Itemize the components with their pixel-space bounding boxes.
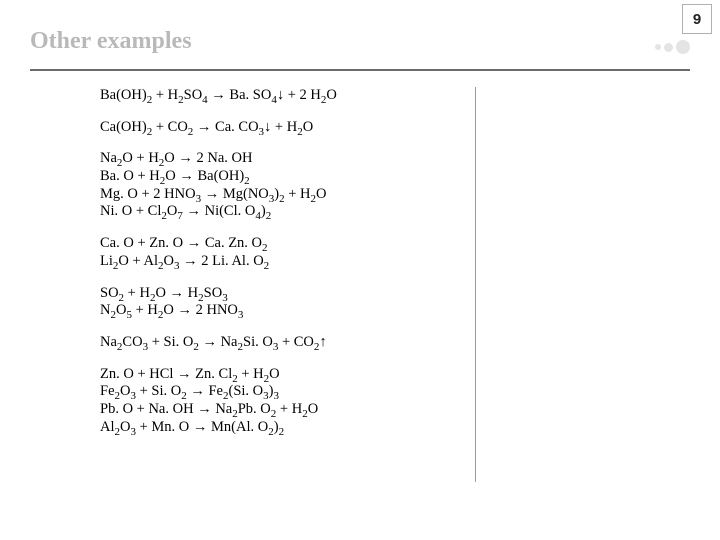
equations-column: Ba(OH)2 + H2SO4 → Ba. SO4↓ + 2 H2O Ca(OH… <box>100 87 470 436</box>
equation-line: N2O5 + H2O → 2 HNO3 <box>100 302 470 320</box>
page-number: 9 <box>693 11 701 28</box>
equation-line: Ca(OH)2 + CO2 → Ca. CO3↓ + H2O <box>100 119 470 137</box>
equation-line: Ba(OH)2 + H2SO4 → Ba. SO4↓ + 2 H2O <box>100 87 470 105</box>
equation-group: Ba(OH)2 + H2SO4 → Ba. SO4↓ + 2 H2O <box>100 87 470 105</box>
equation-line: Ca. O + Zn. O → Ca. Zn. O2 <box>100 235 470 253</box>
equation-line: SO2 + H2O → H2SO3 <box>100 285 470 303</box>
dot-icon <box>655 44 661 50</box>
equation-group: Zn. O + HCl → Zn. Cl2 + H2O Fe2O3 + Si. … <box>100 366 470 437</box>
equation-line: Li2O + Al2O3 → 2 Li. Al. O2 <box>100 253 470 271</box>
equation-group: Ca(OH)2 + CO2 → Ca. CO3↓ + H2O <box>100 119 470 137</box>
dot-icon <box>676 40 690 54</box>
equation-line: Ba. O + H2O → Ba(OH)2 <box>100 168 470 186</box>
title-rule <box>30 69 690 71</box>
equation-line: Al2O3 + Mn. O → Mn(Al. O2)2 <box>100 419 470 437</box>
page-number-box: 9 <box>682 4 712 34</box>
equation-line: Mg. O + 2 HNO3 → Mg(NO3)2 + H2O <box>100 186 470 204</box>
equation-group: Na2CO3 + Si. O2 → Na2Si. O3 + CO2↑ <box>100 334 470 352</box>
equation-line: Na2CO3 + Si. O2 → Na2Si. O3 + CO2↑ <box>100 334 470 352</box>
equation-group: Na2O + H2O → 2 Na. OH Ba. O + H2O → Ba(O… <box>100 150 470 221</box>
equation-line: Ni. O + Cl2O7 → Ni(Cl. O4)2 <box>100 203 470 221</box>
equation-line: Pb. O + Na. OH → Na2Pb. O2 + H2O <box>100 401 470 419</box>
slide-header: Other examples <box>0 0 720 61</box>
decorative-dots <box>655 40 690 54</box>
equation-line: Fe2O3 + Si. O2 → Fe2(Si. O3)3 <box>100 383 470 401</box>
equation-line: Zn. O + HCl → Zn. Cl2 + H2O <box>100 366 470 384</box>
dot-icon <box>664 43 673 52</box>
equation-group: Ca. O + Zn. O → Ca. Zn. O2 Li2O + Al2O3 … <box>100 235 470 270</box>
vertical-divider <box>475 87 476 482</box>
equation-line: Na2O + H2O → 2 Na. OH <box>100 150 470 168</box>
page-title: Other examples <box>30 28 720 55</box>
equation-group: SO2 + H2O → H2SO3 N2O5 + H2O → 2 HNO3 <box>100 285 470 320</box>
